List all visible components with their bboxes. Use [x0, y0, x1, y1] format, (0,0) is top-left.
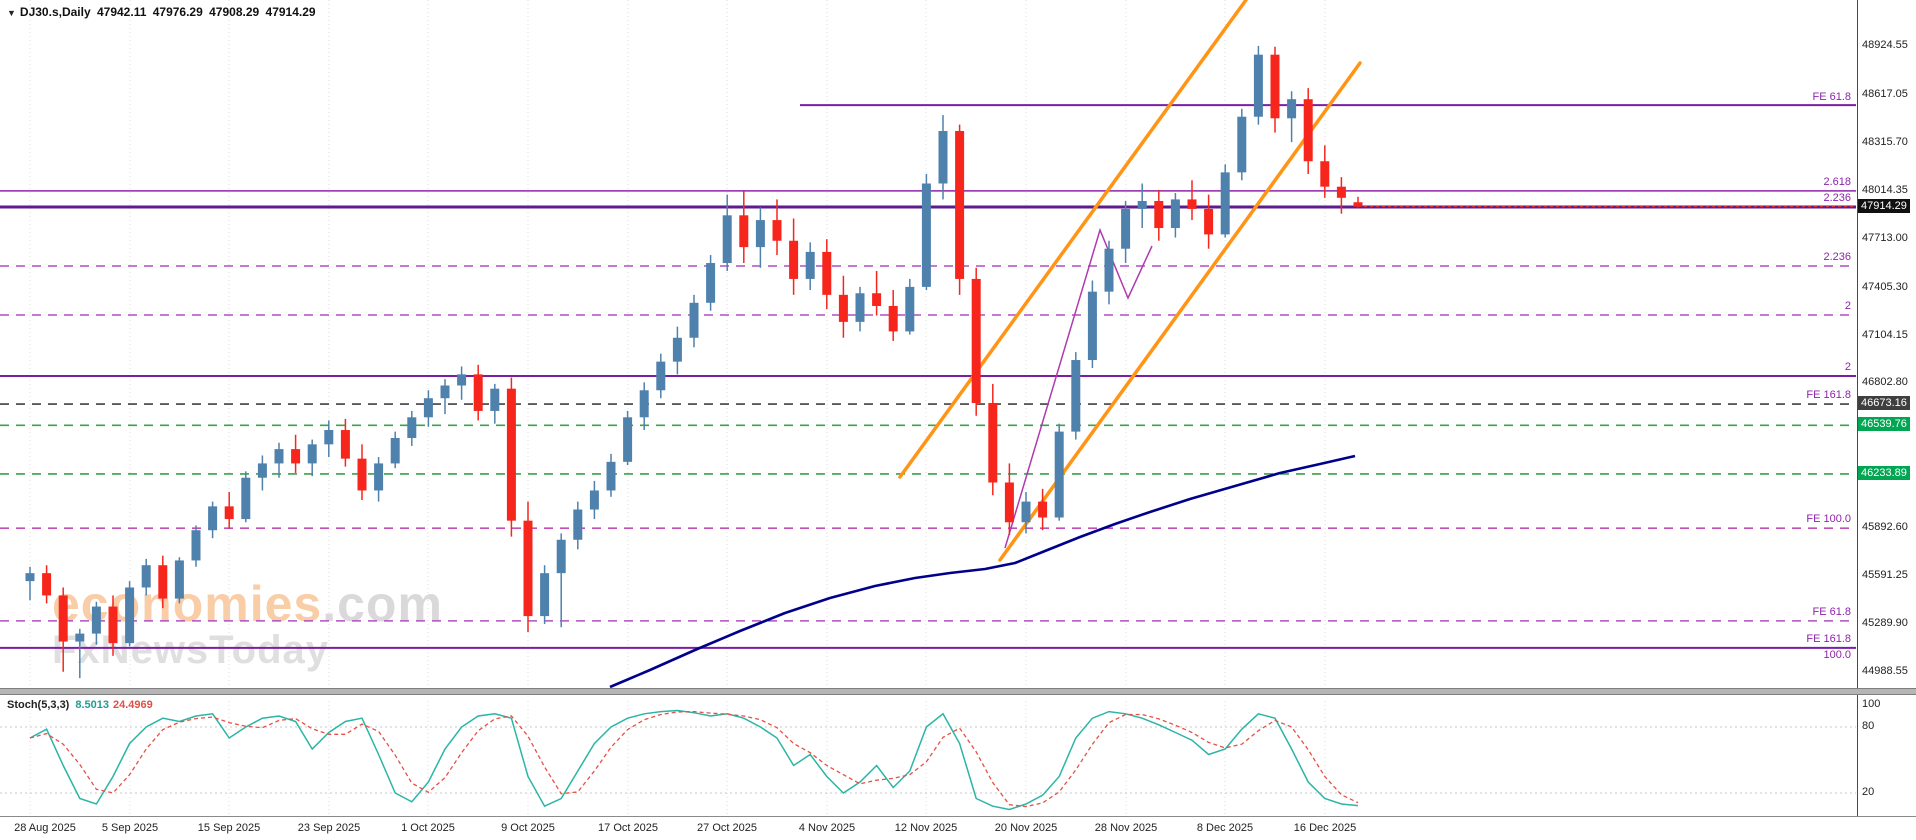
time-axis-label: 23 Sep 2025 [297, 822, 361, 834]
time-axis-label: 1 Oct 2025 [401, 822, 455, 834]
time-axis-label: 28 Nov 2025 [1094, 822, 1158, 834]
price-axis-label: 46802.80 [1862, 376, 1908, 389]
bottom-separator [0, 816, 1916, 817]
low-value: 47908.29 [209, 5, 260, 19]
price-tag: 47914.29 [1858, 198, 1910, 213]
price-axis-label: 47713.00 [1862, 231, 1908, 244]
price-axis-label: 48315.70 [1862, 135, 1908, 148]
close-value: 47914.29 [265, 5, 316, 19]
price-tag: 46539.76 [1858, 417, 1910, 432]
time-axis-label: 20 Nov 2025 [994, 822, 1058, 834]
time-axis-label: 17 Oct 2025 [598, 822, 658, 834]
stoch-d-value: 24.4969 [113, 699, 153, 711]
price-axis-label: 48924.55 [1862, 39, 1908, 51]
time-axis-label: 27 Oct 2025 [697, 822, 757, 834]
time-axis-label: 15 Sep 2025 [197, 822, 261, 834]
symbol-marker-icon: ▼ [7, 8, 16, 18]
panel-separator-handle[interactable] [0, 688, 1916, 695]
time-axis-label: 28 Aug 2025 [14, 822, 76, 834]
high-value: 47976.29 [152, 5, 203, 19]
price-axis-label: 48617.05 [1862, 87, 1908, 100]
price-axis-label: 44988.55 [1862, 665, 1908, 677]
price-axis-label: 48014.35 [1862, 183, 1908, 196]
price-tag: 46673.16 [1858, 396, 1910, 411]
time-axis-label: 12 Nov 2025 [894, 822, 958, 834]
stoch-axis-label: 80 [1862, 720, 1875, 732]
time-axis-label: 16 Dec 2025 [1293, 822, 1357, 834]
symbol-timeframe-label: DJ30.s,Daily [19, 5, 91, 19]
price-axis-label: 47104.15 [1862, 328, 1908, 341]
price-axis-label: 47405.30 [1862, 280, 1908, 293]
symbol-ohlc-header: ▼ DJ30.s,Daily 47942.11 47976.29 47908.29… [7, 5, 319, 19]
time-axis-label: 4 Nov 2025 [798, 822, 856, 834]
stoch-indicator-header: Stoch(5,3,3) 8.5013 24.4969 [7, 699, 153, 711]
price-axis-label: 45591.25 [1862, 569, 1908, 582]
stoch-indicator-name: Stoch(5,3,3) [7, 699, 70, 711]
time-axis[interactable]: 28 Aug 2025 5 Sep 2025 15 Sep 2025 23 Sep 2… [0, 820, 1916, 840]
price-axis[interactable]: 48924.55 48617.05 48315.70 48014.35 47713.00… [1857, 0, 1916, 817]
time-axis-label: 8 Dec 2025 [1196, 822, 1254, 834]
price-chart-canvas[interactable] [0, 0, 1856, 817]
price-axis-label: 45892.60 [1862, 521, 1908, 534]
price-tag: 46233.89 [1858, 465, 1910, 480]
time-axis-label: 5 Sep 2025 [101, 822, 159, 834]
stoch-axis-label: 100 [1862, 698, 1881, 710]
price-axis-label: 45289.90 [1862, 617, 1908, 630]
time-axis-label: 9 Oct 2025 [501, 822, 555, 834]
stoch-axis-label: 20 [1862, 786, 1875, 798]
stoch-k-value: 8.5013 [75, 699, 110, 711]
open-value: 47942.11 [96, 5, 147, 19]
